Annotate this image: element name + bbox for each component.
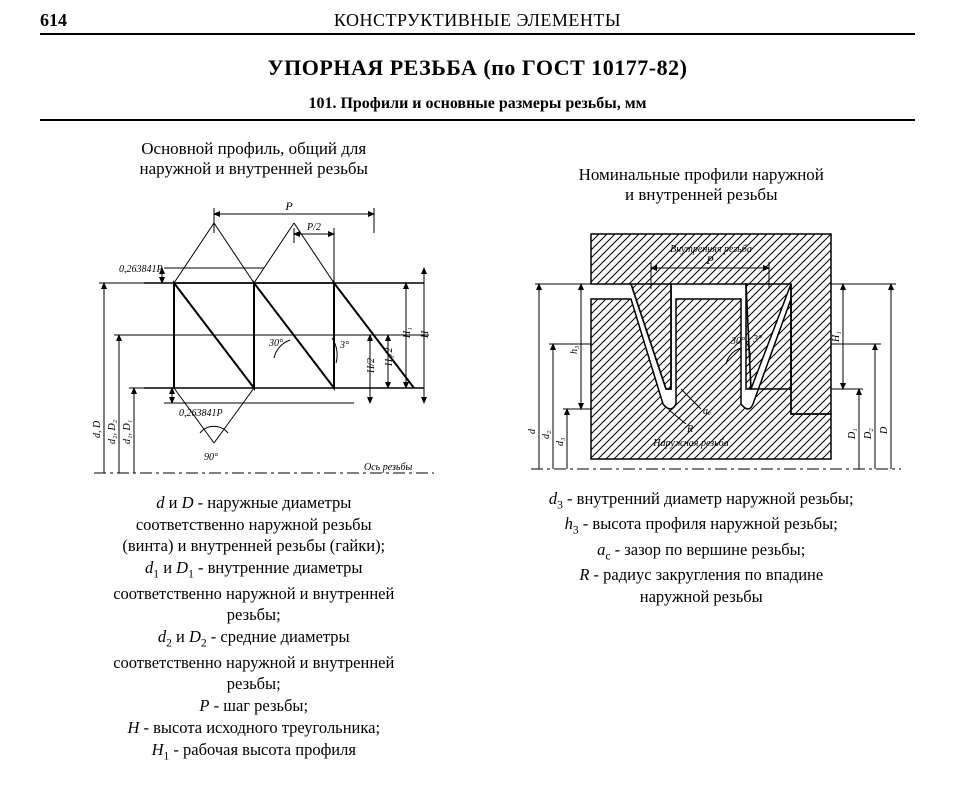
right-caption: Номинальные профили наружной и внутренне… bbox=[488, 165, 916, 206]
dim-H1-2: H₁/2 bbox=[384, 347, 395, 366]
left-caption-l2: наружной и внутренней резьбы bbox=[140, 159, 368, 178]
lbl-external: Наружная резьба bbox=[653, 438, 729, 449]
dim-D2-r: D₂ bbox=[863, 428, 874, 440]
lbl-R: R bbox=[686, 424, 693, 435]
title-rule bbox=[40, 119, 915, 121]
dim-d1D1: d₁, D₁ bbox=[122, 420, 133, 444]
dim-h3-r: h₃ bbox=[569, 345, 580, 354]
axis-label: Ось резьбы bbox=[364, 462, 412, 473]
columns: Основной профиль, общий для наружной и в… bbox=[40, 139, 915, 764]
left-diagram: P P/2 0,263841P 0,263841P bbox=[64, 188, 444, 478]
angle-3-r: 3° bbox=[752, 334, 762, 345]
dim-d2D2: d₂, D₂ bbox=[107, 419, 118, 444]
angle-90: 90° bbox=[204, 452, 218, 463]
dim-dD: d, D bbox=[92, 420, 103, 438]
dim-H: H bbox=[420, 330, 431, 339]
running-header: 614 КОНСТРУКТИВНЫЕ ЭЛЕМЕНТЫ bbox=[40, 10, 915, 35]
dim-D-r: D bbox=[879, 426, 890, 435]
right-legend: d3 - внутренний диаметр наружной резьбы;… bbox=[488, 488, 916, 608]
dim-H1: H₁ bbox=[402, 327, 413, 339]
right-caption-l2: и внутренней резьбы bbox=[625, 185, 778, 204]
dim-H1-r: H₁ bbox=[831, 331, 842, 343]
dim-P-half: P/2 bbox=[306, 222, 321, 233]
right-column: Номинальные профили наружной и внутренне… bbox=[488, 139, 916, 764]
const-top: 0,263841P bbox=[119, 264, 163, 275]
dim-H-2: H/2 bbox=[366, 358, 377, 374]
dim-P: P bbox=[284, 199, 293, 213]
angle-3: 3° bbox=[339, 340, 349, 351]
angle-30-r: 30° bbox=[730, 336, 745, 347]
left-caption: Основной профиль, общий для наружной и в… bbox=[40, 139, 468, 180]
header-title: КОНСТРУКТИВНЫЕ ЭЛЕМЕНТЫ bbox=[40, 10, 915, 31]
lbl-ac: aₐ bbox=[703, 406, 711, 417]
angle-30: 30° bbox=[268, 338, 283, 349]
dim-D1-r: D₁ bbox=[847, 428, 858, 440]
dim-d-r: d bbox=[527, 428, 538, 434]
right-caption-l1: Номинальные профили наружной bbox=[579, 165, 824, 184]
left-caption-l1: Основной профиль, общий для bbox=[141, 139, 366, 158]
dim-d2-r: d₂ bbox=[541, 430, 552, 439]
dim-d3-r: d₃ bbox=[555, 437, 566, 446]
page: 614 КОНСТРУКТИВНЫЕ ЭЛЕМЕНТЫ УПОРНАЯ РЕЗЬ… bbox=[0, 0, 955, 764]
main-title: УПОРНАЯ РЕЗЬБА (по ГОСТ 10177-82) bbox=[40, 55, 915, 81]
dim-P-r: P bbox=[706, 253, 715, 267]
const-bot: 0,263841P bbox=[179, 408, 223, 419]
right-diagram: Внутренняя резьба Наружная резьба P 30° … bbox=[491, 214, 911, 474]
left-column: Основной профиль, общий для наружной и в… bbox=[40, 139, 468, 764]
left-legend: d и D - наружные диаметрысоответственно … bbox=[40, 492, 468, 764]
sub-title: 101. Профили и основные размеры резьбы, … bbox=[40, 95, 915, 113]
